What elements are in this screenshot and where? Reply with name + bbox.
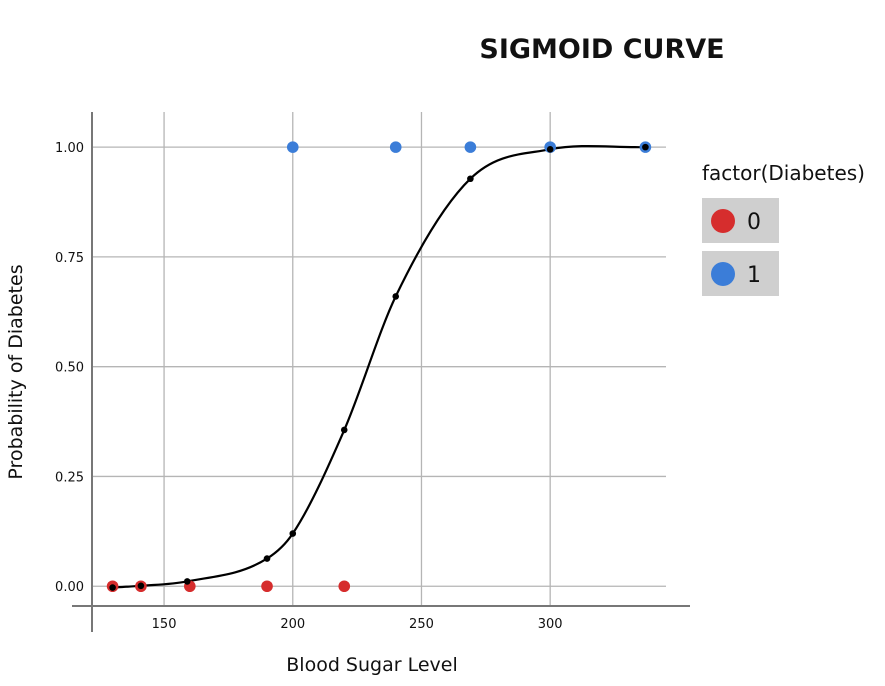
point-series-0-3 <box>261 580 273 593</box>
legend-title: factor(Diabetes) <box>702 161 865 185</box>
x-tick-label-2: 250 <box>409 617 434 632</box>
x-tick-label-1: 200 <box>280 617 305 632</box>
point-series-1-0 <box>286 141 299 153</box>
chart-title: SIGMOID CURVE <box>479 34 724 65</box>
y-tick-label-2: 0.50 <box>55 361 84 376</box>
y-axis-title: Probability of Diabetes <box>5 264 27 479</box>
curve-point-9 <box>642 143 649 151</box>
tick-labels: 150 200 250 300 0.00 0.25 0.50 0.75 1.00 <box>55 141 563 632</box>
point-series-1-2 <box>464 141 477 153</box>
curve-point-2 <box>183 578 191 585</box>
curve-point-4 <box>289 530 297 537</box>
legend-label-1: 1 <box>747 263 761 288</box>
curve-point-7 <box>467 175 474 183</box>
curve-point-1 <box>137 582 145 590</box>
curve-point-5 <box>340 426 348 434</box>
x-axis-title: Blood Sugar Level <box>286 654 457 676</box>
grid-lines <box>92 112 666 606</box>
legend: factor(Diabetes) 0 1 <box>702 161 865 296</box>
point-series-1-1 <box>389 141 402 153</box>
curve-point-8 <box>546 146 554 153</box>
legend-key-1-marker <box>711 262 735 286</box>
curve-point-6 <box>392 293 400 300</box>
y-tick-label-4: 1.00 <box>55 141 84 156</box>
y-tick-label-0: 0.00 <box>55 580 84 595</box>
curve-points <box>109 143 649 591</box>
y-tick-label-3: 0.75 <box>55 251 84 266</box>
x-tick-label-3: 300 <box>538 617 563 632</box>
legend-key-0-marker <box>711 209 735 233</box>
legend-label-0: 0 <box>747 210 761 235</box>
curve-point-3 <box>263 555 271 562</box>
point-series-0-4 <box>338 580 351 593</box>
x-tick-label-0: 150 <box>152 617 177 632</box>
y-tick-label-1: 0.25 <box>55 470 84 485</box>
axes <box>72 112 690 632</box>
curve-point-0 <box>109 584 116 591</box>
sigmoid-curve-line <box>112 144 646 589</box>
